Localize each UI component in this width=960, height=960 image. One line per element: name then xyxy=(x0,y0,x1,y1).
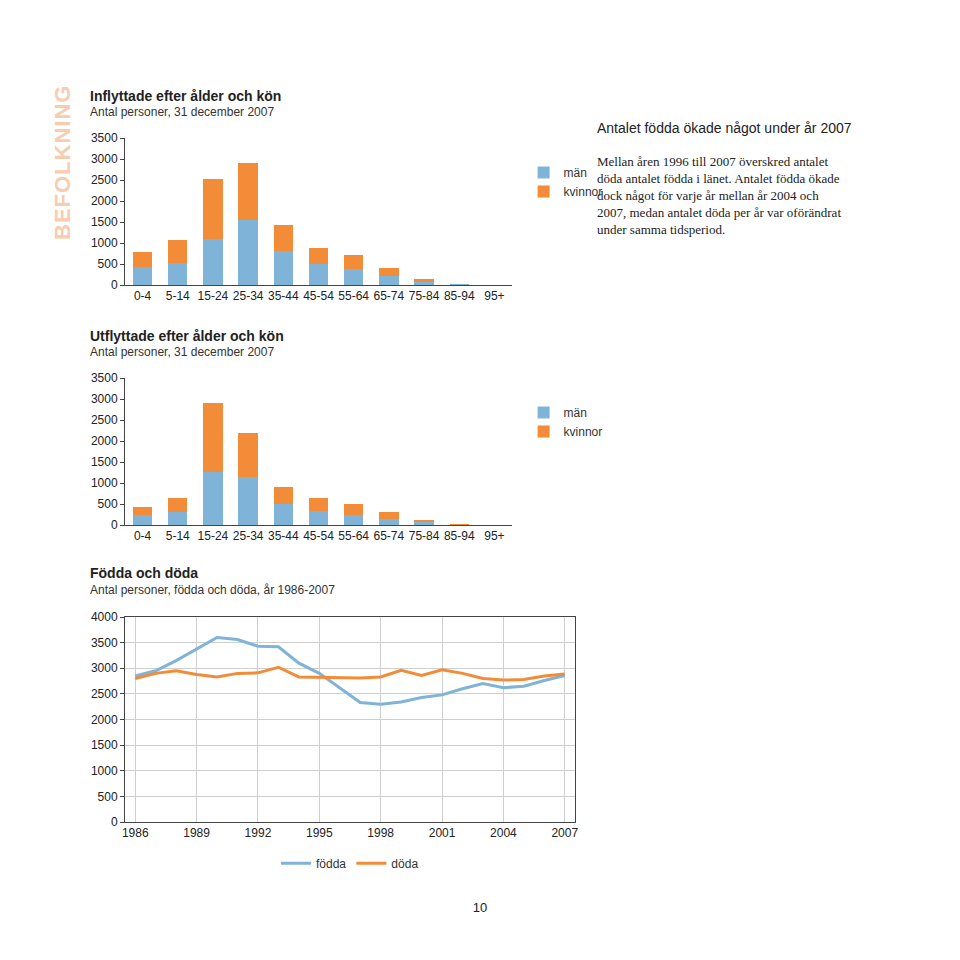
svg-text:65-74: 65-74 xyxy=(374,529,405,543)
svg-text:500: 500 xyxy=(98,497,118,511)
html-text:Antal personer, 31 december 20: Antal personer, 31 december 2007 xyxy=(90,105,275,119)
html-text:Mellan åren 1996 till 2007 öve: Mellan åren 1996 till 2007 överskred ant… xyxy=(597,154,841,237)
svg-text:3500: 3500 xyxy=(91,371,118,385)
svg-text:95+: 95+ xyxy=(484,529,504,543)
svg-text:35-44: 35-44 xyxy=(268,529,299,543)
svg-text:5-14: 5-14 xyxy=(166,529,190,543)
svg-text:0: 0 xyxy=(111,815,118,829)
svg-text:95+: 95+ xyxy=(484,289,504,303)
svg-text:1000: 1000 xyxy=(91,476,118,490)
svg-text:0-4: 0-4 xyxy=(134,289,152,303)
svg-text:1500: 1500 xyxy=(91,455,118,469)
svg-text:500: 500 xyxy=(98,790,118,804)
svg-text:3000: 3000 xyxy=(91,152,118,166)
svg-text:2500: 2500 xyxy=(91,687,118,701)
svg-text:2500: 2500 xyxy=(91,413,118,427)
svg-text:75-84: 75-84 xyxy=(409,289,440,303)
svg-text:75-84: 75-84 xyxy=(409,529,440,543)
html-text:10: 10 xyxy=(472,900,488,915)
svg-text:3000: 3000 xyxy=(91,661,118,675)
svg-text:5-14: 5-14 xyxy=(166,289,190,303)
svg-text:2004: 2004 xyxy=(490,826,517,840)
svg-text:kvinnor: kvinnor xyxy=(564,185,603,199)
svg-text:65-74: 65-74 xyxy=(374,289,405,303)
svg-text:55-64: 55-64 xyxy=(338,529,369,543)
html-text:Antal personer, 31 december 20: Antal personer, 31 december 2007 xyxy=(90,345,275,359)
svg-text:3500: 3500 xyxy=(91,131,118,145)
svg-text:döda: döda xyxy=(391,857,418,871)
svg-text:1500: 1500 xyxy=(91,215,118,229)
svg-text:1000: 1000 xyxy=(91,764,118,778)
svg-text:25-34: 25-34 xyxy=(233,529,264,543)
html-text:Födda och döda: Födda och döda xyxy=(90,565,199,581)
svg-text:35-44: 35-44 xyxy=(268,289,299,303)
html-text:BEFOLKNING: BEFOLKNING xyxy=(50,84,75,240)
svg-text:födda: födda xyxy=(316,857,346,871)
svg-text:25-34: 25-34 xyxy=(233,289,264,303)
svg-text:85-94: 85-94 xyxy=(444,529,475,543)
svg-text:1995: 1995 xyxy=(306,826,333,840)
svg-text:1500: 1500 xyxy=(91,738,118,752)
svg-text:55-64: 55-64 xyxy=(338,289,369,303)
svg-text:kvinnor: kvinnor xyxy=(564,425,603,439)
svg-text:15-24: 15-24 xyxy=(198,529,229,543)
svg-text:3000: 3000 xyxy=(91,392,118,406)
svg-text:15-24: 15-24 xyxy=(198,289,229,303)
svg-text:500: 500 xyxy=(98,257,118,271)
svg-text:85-94: 85-94 xyxy=(444,289,475,303)
svg-text:1989: 1989 xyxy=(183,826,210,840)
svg-text:1998: 1998 xyxy=(367,826,394,840)
svg-text:0: 0 xyxy=(111,278,118,292)
html-text:Antal personer, födda och döda: Antal personer, födda och döda, år 1986-… xyxy=(90,583,335,597)
html-text:Inflyttade efter ålder och kön: Inflyttade efter ålder och kön xyxy=(90,88,282,104)
svg-text:män: män xyxy=(564,406,587,420)
svg-text:0-4: 0-4 xyxy=(134,529,152,543)
svg-text:1992: 1992 xyxy=(245,826,272,840)
svg-text:1000: 1000 xyxy=(91,236,118,250)
svg-text:2000: 2000 xyxy=(91,434,118,448)
svg-text:1986: 1986 xyxy=(122,826,149,840)
svg-text:2007: 2007 xyxy=(551,826,578,840)
svg-text:45-54: 45-54 xyxy=(303,289,334,303)
svg-text:3500: 3500 xyxy=(91,636,118,650)
svg-text:4000: 4000 xyxy=(91,610,118,624)
html-text:Antalet födda ökade något unde: Antalet födda ökade något under år 2007 xyxy=(597,120,852,136)
svg-text:0: 0 xyxy=(111,518,118,532)
svg-text:2001: 2001 xyxy=(429,826,456,840)
svg-text:2500: 2500 xyxy=(91,173,118,187)
html-text:Utflyttade efter ålder och kön: Utflyttade efter ålder och kön xyxy=(90,328,284,344)
svg-text:män: män xyxy=(564,166,587,180)
svg-text:45-54: 45-54 xyxy=(303,529,334,543)
svg-text:2000: 2000 xyxy=(91,194,118,208)
svg-text:2000: 2000 xyxy=(91,713,118,727)
